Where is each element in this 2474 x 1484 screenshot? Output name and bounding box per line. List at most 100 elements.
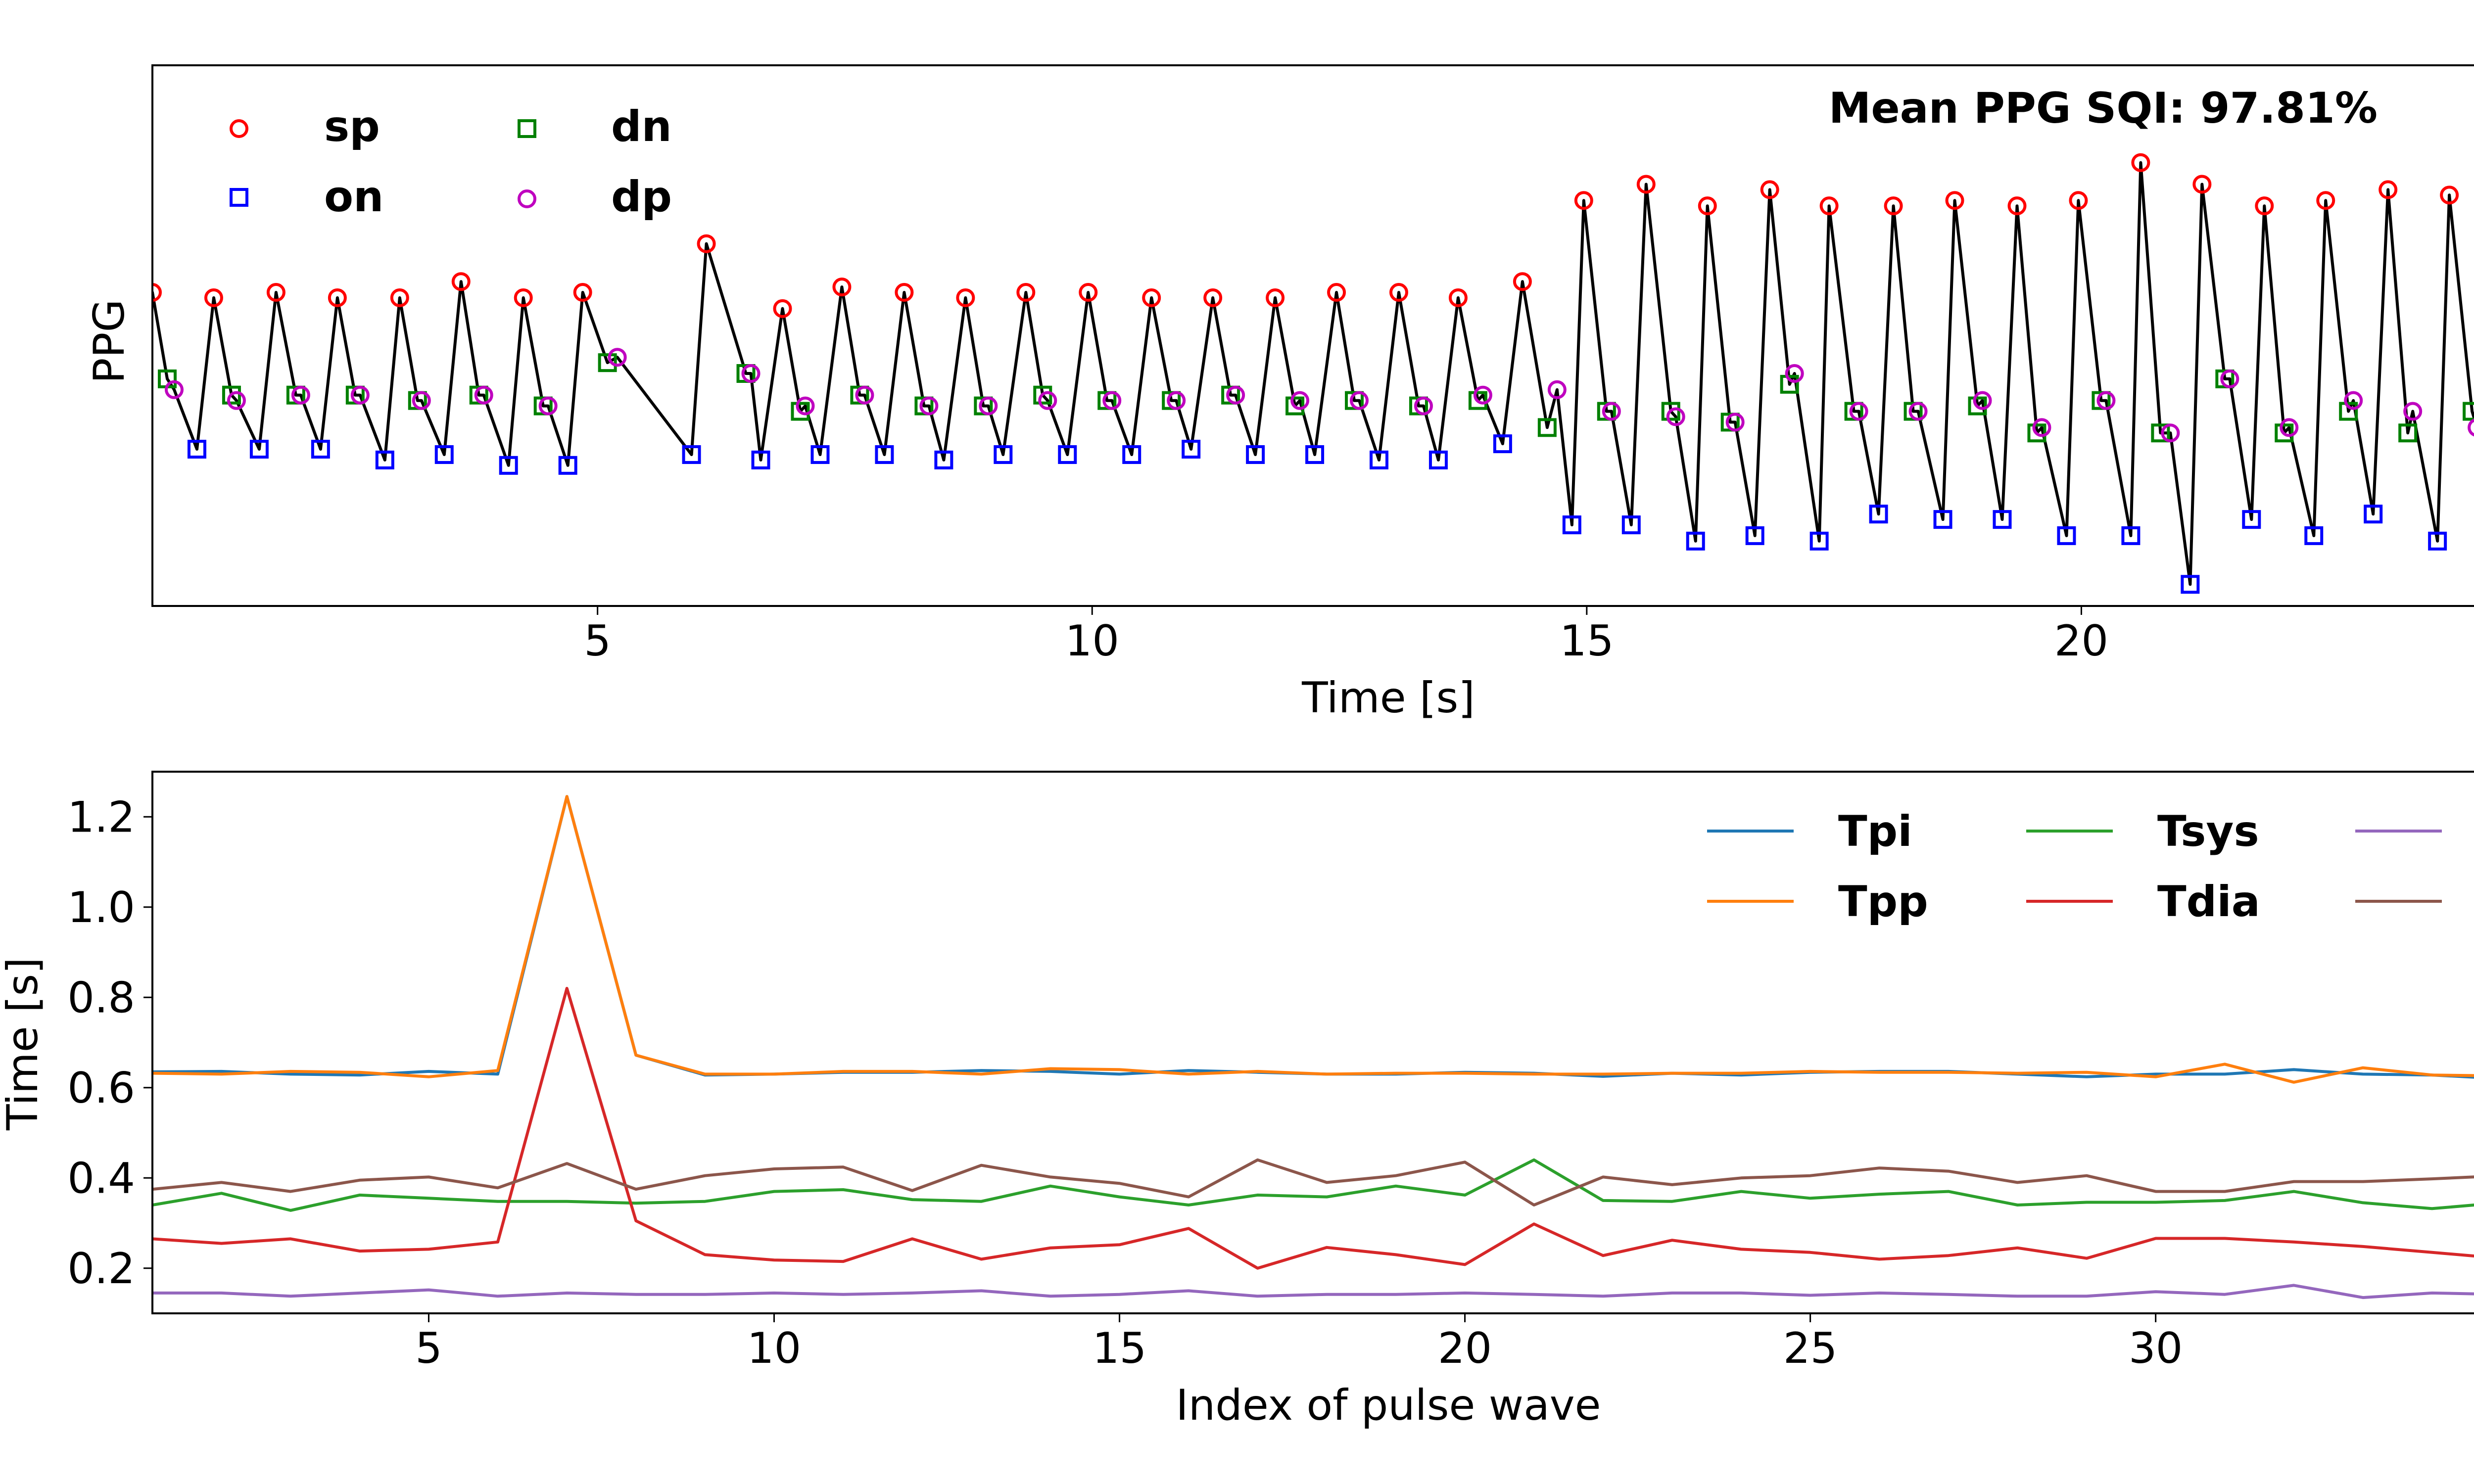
dn-marker bbox=[598, 353, 617, 372]
sp-marker bbox=[895, 283, 914, 302]
legend-marker-sp bbox=[230, 119, 248, 138]
sp-marker bbox=[1016, 283, 1036, 302]
series-line-tpi bbox=[152, 795, 2474, 1079]
on-marker bbox=[682, 445, 701, 464]
on-marker bbox=[1745, 526, 1764, 545]
sqi-annotation: Mean PPG SQI: 97.81% bbox=[1829, 84, 2378, 133]
ppg-x-axis-label: Time [s] bbox=[1301, 673, 1475, 723]
on-marker bbox=[2121, 526, 2141, 545]
sp-marker bbox=[1142, 288, 1161, 307]
on-marker bbox=[810, 445, 830, 464]
intervals-x-tick-label: 5 bbox=[415, 1324, 442, 1373]
intervals-x-ticks: 5101520253035 bbox=[415, 1313, 2474, 1373]
dp-marker bbox=[1725, 413, 1745, 432]
dp-marker bbox=[1547, 380, 1567, 399]
ppg-x-tick-label: 15 bbox=[1560, 616, 1614, 666]
on-marker bbox=[2057, 526, 2076, 545]
legend-label-tpi: Tpi bbox=[1838, 807, 1912, 856]
on-marker bbox=[751, 450, 770, 469]
dn-marker bbox=[2027, 423, 2046, 443]
on-marker bbox=[1686, 531, 1705, 551]
ppg-x-tick-label: 20 bbox=[2054, 616, 2108, 666]
sp-marker bbox=[1945, 191, 1964, 210]
sp-marker bbox=[1389, 283, 1408, 302]
legend-label-on: on bbox=[324, 172, 383, 222]
dp-marker bbox=[979, 396, 998, 416]
dp-marker bbox=[608, 348, 627, 367]
dp-marker bbox=[2280, 418, 2299, 437]
dp-marker bbox=[227, 391, 246, 410]
on-marker bbox=[2364, 505, 2383, 524]
dn-marker bbox=[2151, 423, 2170, 443]
intervals-x-tick-label: 30 bbox=[2129, 1324, 2183, 1373]
sp-marker bbox=[1636, 175, 1656, 194]
dn-marker bbox=[1780, 374, 1799, 394]
sp-marker bbox=[152, 283, 162, 302]
sp-marker bbox=[451, 272, 471, 291]
dp-marker bbox=[1102, 391, 1122, 410]
on-marker bbox=[2304, 526, 2324, 545]
dp-marker bbox=[2096, 391, 2116, 410]
sp-marker bbox=[2316, 191, 2335, 210]
on-marker bbox=[1993, 510, 2012, 529]
dp-marker bbox=[796, 396, 815, 416]
on-marker bbox=[249, 440, 269, 459]
dp-marker bbox=[1602, 402, 1621, 421]
dp-marker bbox=[1167, 391, 1186, 410]
legend-label-tdia: Tdia bbox=[2157, 877, 2260, 927]
sp-marker bbox=[2192, 175, 2212, 194]
dp-marker bbox=[1414, 396, 1433, 416]
dn-marker bbox=[1033, 385, 1052, 405]
on-marker bbox=[558, 456, 577, 475]
legend-label-tpp: Tpp bbox=[1838, 877, 1928, 927]
on-marker bbox=[1428, 450, 1448, 469]
on-marker bbox=[1058, 445, 1077, 464]
on-marker bbox=[1493, 434, 1512, 454]
dp-marker bbox=[1785, 364, 1804, 383]
series-line-tsys bbox=[152, 1158, 2474, 1212]
dp-marker bbox=[1350, 391, 1369, 410]
dn-marker bbox=[791, 402, 810, 421]
on-marker bbox=[1122, 445, 1142, 464]
legend-marker-on bbox=[230, 188, 248, 207]
intervals-x-tick-label: 10 bbox=[747, 1324, 801, 1373]
dn-marker bbox=[1968, 396, 1987, 416]
sp-marker bbox=[1513, 272, 1532, 291]
intervals-y-tick-label: 1.2 bbox=[67, 792, 135, 842]
intervals-y-tick-label: 0.2 bbox=[67, 1244, 135, 1294]
ppg-legend: sp on dn dp bbox=[230, 102, 672, 222]
intervals-plot-area bbox=[152, 795, 2474, 1299]
sp-marker bbox=[2255, 196, 2274, 216]
intervals-axes-frame bbox=[151, 771, 2474, 1314]
dp-marker bbox=[919, 396, 939, 416]
dn-marker bbox=[1537, 418, 1557, 437]
sp-marker bbox=[204, 288, 223, 307]
dp-marker bbox=[1849, 402, 1868, 421]
series-line-tpp bbox=[152, 795, 2474, 1084]
sp-marker bbox=[697, 234, 716, 253]
intervals-x-tick-label: 20 bbox=[1438, 1324, 1492, 1373]
ppg-x-tick-label: 5 bbox=[584, 616, 611, 666]
sp-marker bbox=[1327, 283, 1346, 302]
on-marker bbox=[187, 440, 206, 459]
legend-label-dn: dn bbox=[611, 102, 672, 151]
dp-marker bbox=[855, 385, 874, 405]
on-marker bbox=[2242, 510, 2261, 529]
legend-label-tsys: Tsys bbox=[2157, 807, 2259, 856]
on-marker bbox=[1621, 515, 1641, 535]
series-line-tsp bbox=[152, 1284, 2474, 1299]
dp-marker bbox=[412, 391, 431, 410]
on-marker bbox=[2428, 531, 2447, 551]
sp-marker bbox=[1448, 288, 1468, 307]
sp-marker bbox=[2069, 191, 2088, 210]
dp-marker bbox=[1226, 385, 1245, 405]
dn-marker bbox=[2463, 402, 2474, 421]
legend-label-dp: dp bbox=[611, 172, 672, 222]
dp-marker bbox=[1666, 407, 1685, 426]
sp-marker bbox=[1760, 180, 1779, 199]
ppg-axes-frame bbox=[151, 64, 2474, 607]
ppg-x-tick-label: 10 bbox=[1065, 616, 1119, 666]
sp-marker bbox=[266, 283, 285, 302]
